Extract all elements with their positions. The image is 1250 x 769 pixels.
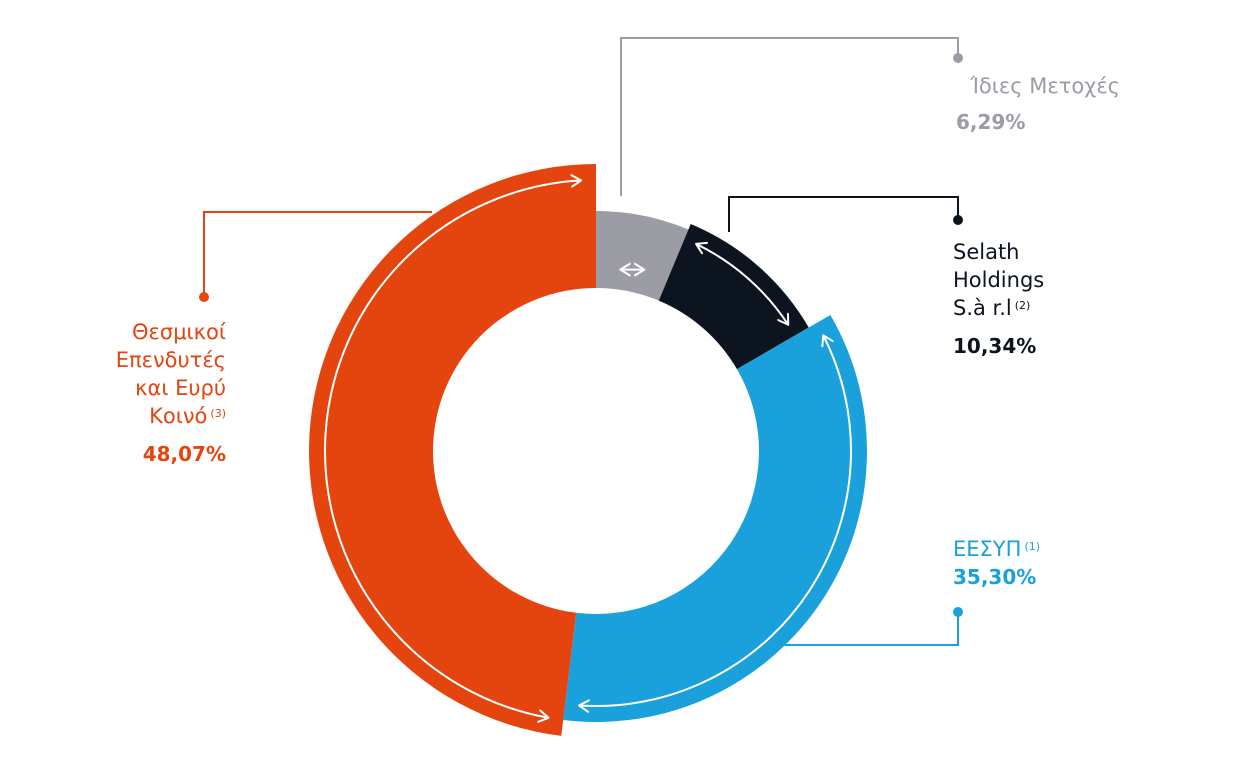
own-shares-percent: 6,29% xyxy=(956,110,1026,134)
slice-selath xyxy=(658,223,809,370)
leader-line-own-shares xyxy=(620,37,959,196)
leader-dot-institutional xyxy=(199,292,209,302)
eesyp-percent: 35,30% xyxy=(953,565,1037,589)
leader-dot-own-shares xyxy=(953,53,963,63)
slice-own-shares xyxy=(596,211,689,301)
own-shares-name: Ίδιες Μετοχές xyxy=(970,74,1120,98)
arrow-shaft xyxy=(324,179,582,719)
arrow-head-start xyxy=(537,709,550,723)
arrow-shaft xyxy=(579,334,852,707)
slice-arrow-institutional xyxy=(324,174,583,723)
institutional-name-line2: Επενδυτές xyxy=(115,348,226,372)
selath-percent: 10,34% xyxy=(953,334,1037,358)
selath-name-line1: Selath xyxy=(953,240,1020,264)
donut-slices xyxy=(308,164,867,736)
selath-name-line2: Holdings xyxy=(953,268,1045,292)
slice-arrow-own-shares xyxy=(619,262,646,277)
arrow-head-start xyxy=(821,334,834,348)
selath-name-line3: S.à r.l (2) xyxy=(953,296,1031,320)
slice-eesyp xyxy=(563,314,867,723)
arrow-head-start xyxy=(619,262,631,277)
arrow-head-end xyxy=(777,312,790,326)
leader-dot-eesyp xyxy=(953,607,963,617)
label-selath: Selath Holdings S.à r.l (2) 10,34% xyxy=(953,238,1153,360)
slice-arrow-eesyp xyxy=(578,334,852,713)
leader-dot-selath xyxy=(953,215,963,225)
institutional-percent: 48,07% xyxy=(142,442,226,466)
arrow-head-start xyxy=(695,241,709,255)
leader-line-eesyp xyxy=(784,612,959,646)
eesyp-footnote: (1) xyxy=(1024,540,1041,553)
institutional-name-line3: και Ευρύ xyxy=(135,376,226,400)
label-own-shares: Ίδιες Μετοχές 6,29% xyxy=(900,72,1120,136)
leader-lines xyxy=(199,37,963,646)
institutional-name-line1: Θεσμικοί xyxy=(132,320,226,344)
label-eesyp: ΕΕΣΥΠ (1) 35,30% xyxy=(953,535,1153,591)
institutional-footnote: (3) xyxy=(210,407,226,420)
leader-line-selath xyxy=(728,196,959,232)
slice-arrow-selath xyxy=(695,241,790,326)
eesyp-name: ΕΕΣΥΠ (1) xyxy=(953,537,1041,561)
arrow-head-end xyxy=(570,174,583,188)
arrow-head-end xyxy=(633,262,646,277)
institutional-name-line4: Κοινό (3) xyxy=(149,404,226,428)
selath-footnote: (2) xyxy=(1014,299,1031,312)
arrow-shaft xyxy=(695,243,790,326)
leader-line-institutional xyxy=(203,211,432,297)
slice-institutional xyxy=(308,164,596,736)
label-institutional: Θεσμικοί Επενδυτές και Ευρύ Κοινό (3) 48,… xyxy=(60,318,226,468)
arrow-head-end xyxy=(578,699,590,713)
